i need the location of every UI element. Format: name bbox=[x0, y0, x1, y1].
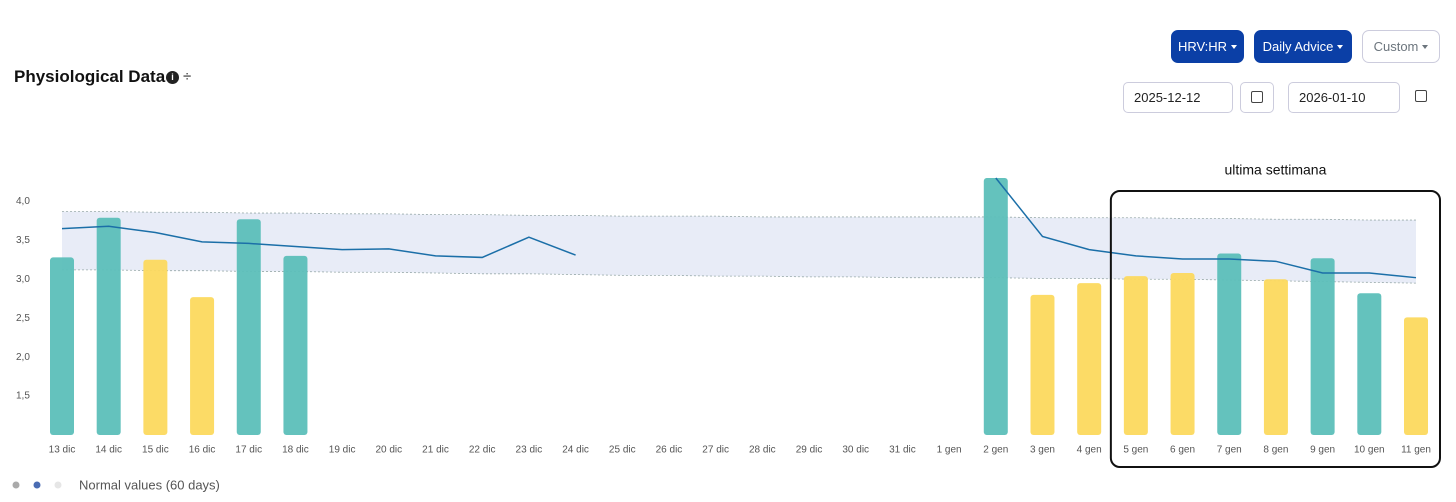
x-tick-label: 29 dic bbox=[796, 445, 823, 456]
x-tick-label: 14 dic bbox=[95, 445, 122, 456]
x-tick-label: 1 gen bbox=[937, 445, 962, 456]
x-tick-label: 17 dic bbox=[235, 445, 262, 456]
bar bbox=[50, 257, 74, 435]
bar bbox=[983, 178, 1008, 435]
end-date[interactable]: 2026-01-10 bbox=[1288, 82, 1400, 113]
annotation-label: ultima settimana bbox=[1224, 162, 1326, 178]
y-tick-label: 4,0 bbox=[16, 196, 30, 207]
x-tick-label: 28 dic bbox=[749, 445, 776, 456]
y-tick-label: 3,0 bbox=[16, 274, 30, 285]
normal-band bbox=[62, 211, 1416, 284]
bar bbox=[1077, 283, 1102, 435]
x-tick-label: 27 dic bbox=[702, 445, 729, 456]
bar bbox=[1123, 276, 1148, 435]
x-tick-label: 30 dic bbox=[842, 445, 869, 456]
x-tick-label: 16 dic bbox=[189, 445, 216, 456]
x-tick-label: 3 gen bbox=[1030, 445, 1055, 456]
start-date[interactable]: 2025-12-12 bbox=[1123, 82, 1233, 113]
x-tick-label: 4 gen bbox=[1077, 445, 1102, 456]
bar bbox=[1030, 294, 1055, 435]
title: Physiological Data bbox=[14, 67, 166, 86]
y-tick-label: 1,5 bbox=[16, 391, 30, 402]
band-upper bbox=[62, 211, 1416, 221]
advice-button[interactable]: Daily Advice bbox=[1254, 30, 1352, 63]
button-label: HRV:HR bbox=[1177, 39, 1228, 54]
y-tick-label: 2,5 bbox=[16, 313, 30, 324]
x-tick-label: 2 gen bbox=[983, 445, 1008, 456]
toggle-icon[interactable]: ÷ bbox=[183, 68, 192, 85]
button-label: Custom bbox=[1373, 39, 1419, 54]
y-tick-label: 2,0 bbox=[16, 352, 30, 363]
bar bbox=[1310, 258, 1335, 435]
x-tick-label: 15 dic bbox=[142, 445, 169, 456]
x-tick-label: 22 dic bbox=[469, 445, 496, 456]
x-tick-label: 26 dic bbox=[656, 445, 683, 456]
bar bbox=[1217, 253, 1242, 435]
legend-label: Normal values (60 days) bbox=[79, 477, 220, 492]
x-tick-label: 21 dic bbox=[422, 445, 449, 456]
bar bbox=[190, 297, 215, 435]
x-tick-label: 31 dic bbox=[889, 445, 916, 456]
x-tick-label: 8 gen bbox=[1263, 445, 1288, 456]
legend-dot bbox=[12, 481, 20, 489]
x-tick-label: 23 dic bbox=[516, 445, 543, 456]
x-tick-label: 18 dic bbox=[282, 445, 309, 456]
bar bbox=[1404, 317, 1428, 435]
x-tick-label: 13 dic bbox=[49, 445, 76, 456]
info-icon[interactable]: i bbox=[166, 71, 179, 84]
x-tick-label: 5 gen bbox=[1123, 445, 1148, 456]
calendar-icon[interactable] bbox=[1415, 90, 1429, 104]
x-tick-label: 6 gen bbox=[1170, 445, 1195, 456]
bar bbox=[1357, 293, 1382, 435]
x-tick-label: 7 gen bbox=[1217, 445, 1242, 456]
bar bbox=[143, 259, 168, 435]
custom-button[interactable]: Custom bbox=[1362, 30, 1440, 63]
bar bbox=[96, 217, 121, 435]
bar bbox=[1263, 279, 1288, 435]
bar bbox=[1170, 273, 1195, 435]
calendar-button[interactable] bbox=[1240, 82, 1274, 113]
x-tick-label: 10 gen bbox=[1354, 445, 1385, 456]
legend-dot bbox=[54, 481, 62, 489]
hrv-button[interactable]: HRV:HR bbox=[1171, 30, 1244, 63]
x-tick-label: 19 dic bbox=[329, 445, 356, 456]
x-tick-label: 9 gen bbox=[1310, 445, 1335, 456]
y-tick-label: 3,5 bbox=[16, 235, 30, 246]
x-tick-label: 24 dic bbox=[562, 445, 589, 456]
x-tick-label: 25 dic bbox=[609, 445, 636, 456]
bar bbox=[236, 219, 261, 435]
annotation-box bbox=[1109, 190, 1441, 468]
bar bbox=[283, 255, 308, 435]
trend-line bbox=[61, 177, 1417, 279]
x-tick-label: 11 gen bbox=[1401, 445, 1431, 456]
button-label: Daily Advice bbox=[1262, 39, 1334, 54]
legend-dot bbox=[33, 481, 41, 489]
x-tick-label: 20 dic bbox=[375, 445, 402, 456]
